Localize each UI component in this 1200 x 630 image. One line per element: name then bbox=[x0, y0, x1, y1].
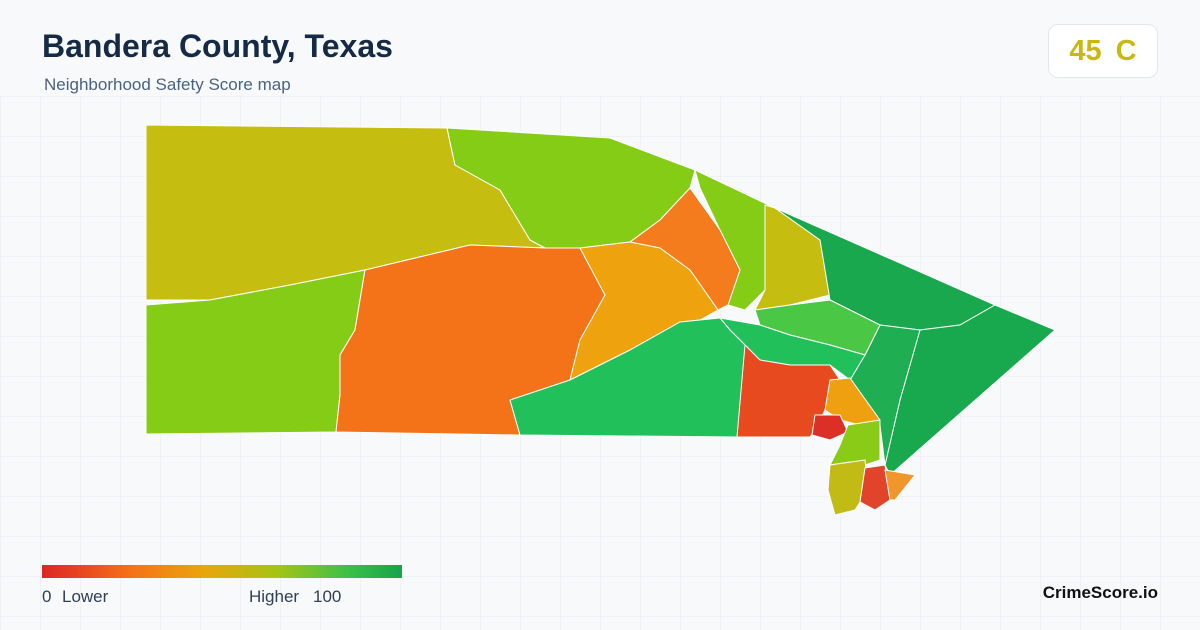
score-badge: 45 C bbox=[1048, 24, 1158, 78]
legend-bar bbox=[42, 565, 402, 578]
legend-max-label: Higher bbox=[249, 587, 300, 606]
score-grade: C bbox=[1115, 34, 1137, 67]
region bbox=[811, 414, 849, 441]
region bbox=[859, 464, 891, 511]
region bbox=[827, 459, 869, 516]
subtitle: Neighborhood Safety Score map bbox=[44, 75, 291, 94]
legend-min-label: Lower bbox=[62, 587, 109, 606]
score-value: 45 bbox=[1069, 34, 1102, 67]
regions bbox=[145, 124, 1056, 516]
title: Bandera County, Texas bbox=[42, 28, 393, 64]
legend-max: 100 bbox=[313, 587, 342, 606]
legend-min: 0 bbox=[42, 587, 52, 606]
brand: CrimeScore.io bbox=[1042, 583, 1158, 602]
region bbox=[884, 469, 916, 501]
region bbox=[509, 317, 746, 438]
